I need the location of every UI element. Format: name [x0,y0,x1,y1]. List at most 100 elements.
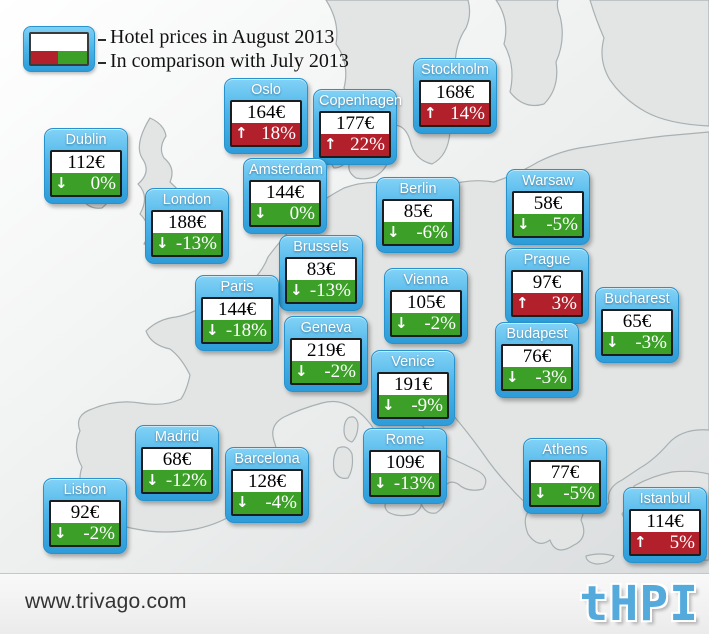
footer-bar: www.trivago.com tHPI [0,573,709,634]
city-name: Warsaw [522,173,574,189]
change-value: -6% [416,222,448,243]
change-value: -18% [225,320,267,341]
city-price-badge: London 188€ ↓ -13% [145,188,229,264]
change-value: -4% [265,492,297,513]
city-name: Amsterdam [249,162,324,178]
down-arrow-icon: ↓ [206,321,219,339]
change-value: 18% [261,123,296,144]
legend-line-1: Hotel prices in August 2013 [110,26,335,48]
change-value: 3% [551,293,577,314]
city-name: Dublin [65,132,107,148]
down-arrow-icon: ↓ [236,493,249,511]
city-price-badge: Copenhagen 177€ ↑ 22% [313,89,402,165]
up-arrow-icon: ↑ [516,294,529,312]
change-value: -2% [324,361,356,382]
city-price-badge: Vienna 105€ ↓ -2% [384,268,468,344]
change-value: 5% [669,532,695,553]
down-arrow-icon: ↓ [156,234,169,252]
price-value: 114€ [646,511,684,532]
price-value: 191€ [394,374,432,395]
change-value: -12% [165,470,207,491]
price-change: ↓ -18% [203,320,271,342]
city-name: Paris [220,279,254,295]
up-arrow-icon: ↑ [324,135,337,153]
price-value: 97€ [532,272,562,293]
price-panel: 85€ ↓ -6% [382,199,454,246]
change-value: -3% [535,367,567,388]
legend-red-swatch [31,50,58,64]
price-panel: 77€ ↓ -5% [529,460,601,507]
price-change: ↓ -3% [603,332,671,354]
city-name: Bucharest [604,291,670,307]
price-panel: 164€ ↑ 18% [230,100,302,147]
price-value: 76€ [522,346,552,367]
city-price-badge: Oslo 164€ ↑ 18% [224,78,308,154]
price-panel: 128€ ↓ -4% [231,469,303,516]
trivago-url: www.trivago.com [25,590,187,613]
price-value: 105€ [407,292,445,313]
city-price-badge: Budapest 76€ ↓ -3% [495,322,579,398]
legend-tick-line [98,39,106,41]
price-value: 219€ [307,340,345,361]
price-value: 164€ [247,102,285,123]
down-arrow-icon: ↓ [382,396,395,414]
city-price-badge: Paris 144€ ↓ -18% [195,275,279,351]
price-panel: 68€ ↓ -12% [141,447,213,494]
price-value: 112€ [67,152,105,173]
price-panel: 188€ ↓ -13% [151,210,223,257]
up-arrow-icon: ↑ [634,533,647,551]
down-arrow-icon: ↓ [55,174,68,192]
price-value: 85€ [403,201,433,222]
price-panel: 58€ ↓ -5% [512,191,584,238]
price-change: ↓ -9% [379,395,447,417]
price-panel: 97€ ↑ 3% [511,270,583,317]
price-value: 109€ [386,452,424,473]
price-change: ↓ -2% [392,313,460,335]
up-arrow-icon: ↑ [235,124,248,142]
city-price-badge: Athens 77€ ↓ -5% [523,438,607,514]
price-change: ↓ -13% [371,473,439,495]
city-price-badge: Bucharest 65€ ↓ -3% [595,287,679,363]
down-arrow-icon: ↓ [534,484,547,502]
price-panel: 144€ ↓ -18% [201,297,273,344]
price-value: 83€ [306,259,336,280]
price-panel: 109€ ↓ -13% [369,450,441,497]
price-panel: 112€ ↓ 0% [50,150,122,197]
change-value: -9% [411,395,443,416]
up-arrow-icon: ↑ [424,104,437,122]
down-arrow-icon: ↓ [395,314,408,332]
city-name: London [162,192,212,208]
price-value: 58€ [533,193,563,214]
price-value: 92€ [70,502,100,523]
price-panel: 168€ ↑ 14% [419,80,491,127]
legend: Hotel prices in August 2013 In compariso… [20,22,380,82]
change-value: -5% [546,214,578,235]
change-value: -3% [635,332,667,353]
city-price-badge: Venice 191€ ↓ -9% [371,350,455,426]
price-panel: 191€ ↓ -9% [377,372,449,419]
price-change: ↓ -2% [51,523,119,545]
price-panel: 92€ ↓ -2% [49,500,121,547]
change-value: -2% [424,313,456,334]
price-change: ↓ -2% [292,361,360,383]
city-name: Budapest [506,326,568,342]
city-price-badge: Madrid 68€ ↓ -12% [135,425,219,501]
city-name: Barcelona [234,451,300,467]
price-change: ↓ -3% [503,367,571,389]
price-change: ↓ -5% [514,214,582,236]
city-name: Rome [385,432,425,448]
price-change: ↑ 5% [631,532,699,554]
down-arrow-icon: ↓ [146,471,159,489]
price-value: 77€ [550,462,580,483]
city-name: Istanbul [639,491,691,507]
legend-line-2: In comparison with July 2013 [110,50,349,72]
price-value: 144€ [266,182,304,203]
down-arrow-icon: ↓ [254,204,267,222]
change-value: 14% [450,103,485,124]
price-value: 177€ [336,113,374,134]
city-price-badge: Istanbul 114€ ↑ 5% [623,487,707,563]
down-arrow-icon: ↓ [54,524,67,542]
city-name: Berlin [399,181,437,197]
price-change: ↓ -6% [384,222,452,244]
